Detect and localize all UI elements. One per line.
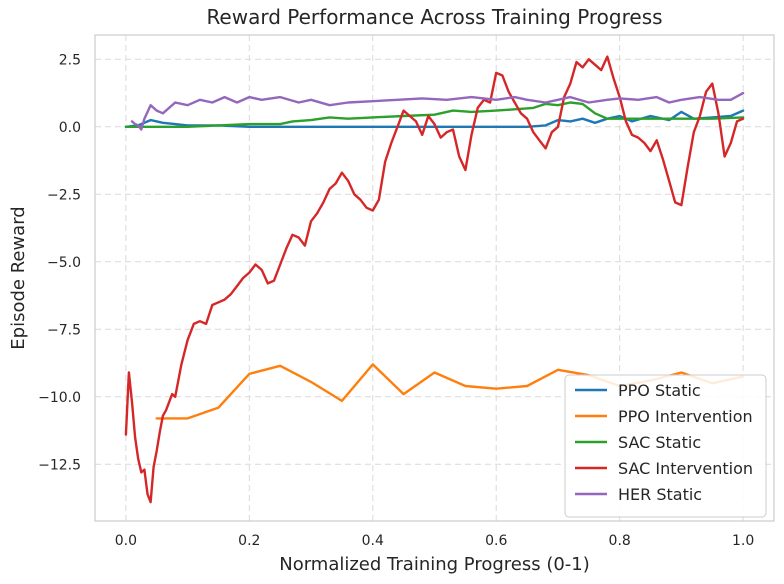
legend-box [564, 374, 767, 518]
x-tick-label: 1.0 [732, 533, 754, 549]
y-tick-label: 2.5 [59, 52, 81, 68]
legend-entry: PPO Static [618, 381, 701, 400]
y-tick-label: −2.5 [47, 187, 81, 203]
legend-entry: PPO Intervention [618, 407, 753, 426]
y-tick-label: −7.5 [47, 322, 81, 338]
x-tick-label: 0.8 [609, 533, 631, 549]
plot-frame [94, 34, 775, 522]
legend-entry: SAC Static [618, 433, 701, 452]
legend: PPO Static PPO Intervention SAC Static SAC … [564, 374, 767, 518]
tick-labels: 0.0 0.2 0.4 0.6 0.8 1.0 −12.5 −10.0 −7.5 −5.0 −2.5… [38, 52, 754, 549]
legend-entry: SAC Intervention [618, 459, 753, 478]
y-tick-label: −12.5 [38, 457, 81, 473]
series-line-sac-intervention [124, 55, 745, 504]
y-tick-label: −10.0 [38, 390, 81, 406]
x-axis-label: Normalized Training Progress (0-1) [279, 554, 590, 575]
x-tick-label: 0.4 [362, 533, 384, 549]
x-tick-label: 0.0 [115, 533, 137, 549]
legend-entry: HER Static [618, 485, 702, 504]
x-tick-label: 0.6 [485, 533, 507, 549]
y-tick-label: 0.0 [59, 120, 81, 136]
y-axis-label: Episode Reward [8, 206, 29, 349]
x-tick-label: 0.2 [238, 533, 260, 549]
series-line-her-static [130, 91, 745, 131]
series-line-sac-static [124, 101, 745, 129]
y-tick-label: −5.0 [47, 255, 81, 271]
chart-title: Reward Performance Across Training Progr… [206, 5, 662, 29]
